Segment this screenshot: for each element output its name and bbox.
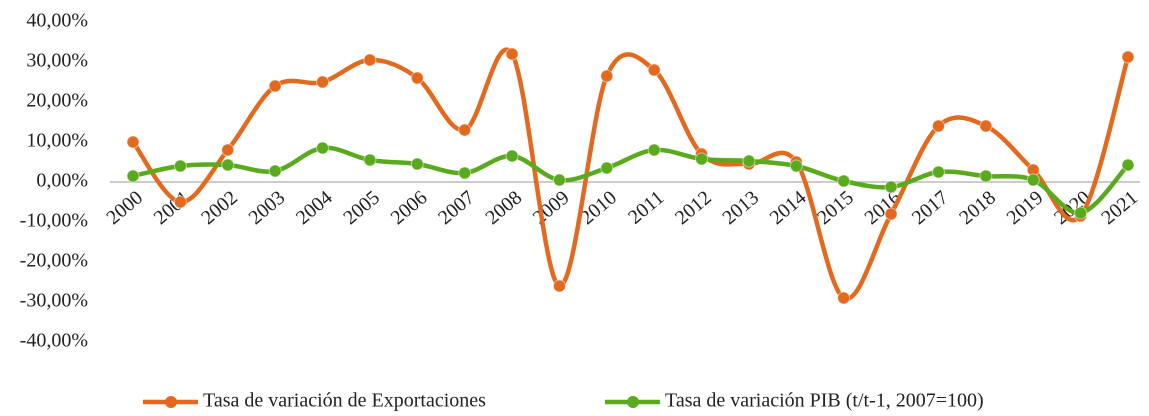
point-marker	[126, 135, 140, 149]
x-tick-label: 2006	[387, 186, 432, 229]
legend-label: Tasa de variación PIB (t/t-1, 2007=100)	[665, 390, 984, 412]
point-marker	[931, 119, 945, 133]
point-marker	[600, 69, 614, 83]
point-marker	[173, 159, 187, 173]
point-marker	[505, 47, 519, 61]
point-marker	[979, 169, 993, 183]
x-tick-label: 2008	[481, 186, 526, 229]
x-tick-label: 2000	[102, 186, 147, 229]
point-marker	[410, 157, 424, 171]
point-marker	[173, 195, 187, 209]
point-marker	[884, 207, 898, 221]
x-tick-label: 2007	[434, 186, 479, 229]
x-tick-label: 2015	[813, 186, 858, 229]
point-marker	[979, 119, 993, 133]
x-tick-label: 2013	[718, 186, 763, 229]
point-marker	[363, 153, 377, 167]
point-marker	[268, 79, 282, 93]
series-line	[132, 145, 1130, 216]
x-tick-label: 2017	[908, 186, 953, 229]
y-tick-label: -20,00%	[20, 250, 88, 272]
x-tick-label: 2016	[860, 186, 905, 229]
x-tick-label: 2005	[339, 186, 384, 229]
y-tick-label: 0,00%	[36, 170, 88, 192]
x-tick-label: 2009	[529, 186, 574, 229]
point-marker	[1026, 173, 1040, 187]
point-marker	[221, 143, 235, 157]
x-tick-label: 2003	[245, 186, 290, 229]
point-marker	[695, 152, 709, 166]
legend-marker	[627, 396, 639, 408]
point-marker	[268, 164, 282, 178]
point-marker	[552, 173, 566, 187]
point-marker	[410, 71, 424, 85]
legend-label: Tasa de variación de Exportaciones	[203, 390, 486, 412]
point-marker	[837, 291, 851, 305]
point-marker	[789, 159, 803, 173]
point-marker	[1121, 158, 1135, 172]
x-tick-label: 2014	[766, 186, 811, 229]
x-tick-label: 2012	[671, 186, 716, 229]
x-tick-label: 2019	[1003, 186, 1048, 229]
y-tick-label: 30,00%	[26, 50, 88, 72]
point-marker	[363, 53, 377, 67]
point-marker	[458, 123, 472, 137]
y-tick-label: 10,00%	[26, 130, 88, 152]
point-marker	[126, 169, 140, 183]
point-marker	[221, 158, 235, 172]
point-marker	[505, 149, 519, 163]
point-marker	[1074, 206, 1088, 220]
point-marker	[552, 279, 566, 293]
point-marker	[600, 161, 614, 175]
x-tick-label: 2011	[624, 186, 668, 228]
point-marker	[316, 75, 330, 89]
point-marker	[837, 174, 851, 188]
point-marker	[884, 180, 898, 194]
legend-marker	[165, 396, 177, 408]
point-marker	[647, 63, 661, 77]
y-tick-label: -40,00%	[20, 330, 88, 352]
point-marker	[931, 165, 945, 179]
y-tick-label: -10,00%	[20, 210, 88, 232]
x-tick-label: 2004	[292, 186, 337, 229]
point-marker	[1121, 50, 1135, 64]
x-tick-label: 2001	[150, 186, 195, 229]
x-tick-label: 2018	[955, 186, 1000, 229]
point-marker	[458, 166, 472, 180]
y-tick-label: -30,00%	[20, 290, 88, 312]
y-tick-label: 20,00%	[26, 90, 88, 112]
y-tick-label: 40,00%	[26, 10, 88, 32]
point-marker	[647, 143, 661, 157]
point-marker	[316, 141, 330, 155]
point-marker	[742, 154, 756, 168]
x-tick-label: 2002	[197, 186, 242, 229]
